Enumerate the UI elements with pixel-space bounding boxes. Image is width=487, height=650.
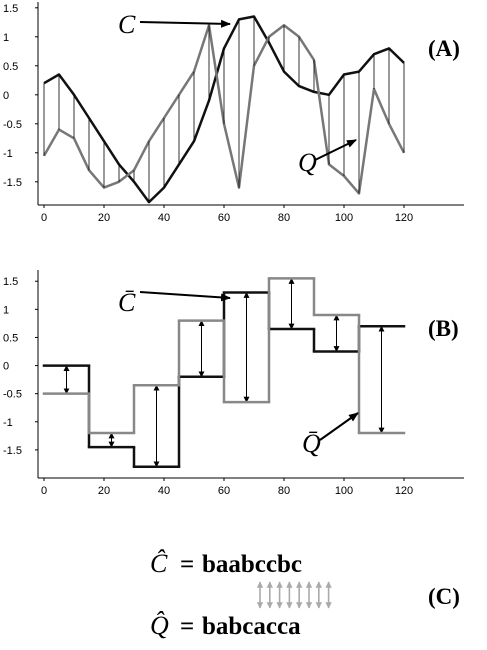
pointer-arrow bbox=[314, 139, 357, 161]
y-tick-label: 0 bbox=[3, 90, 9, 102]
sax-word: baabccbc bbox=[202, 551, 302, 578]
equals: = bbox=[180, 551, 194, 578]
y-tick-label: -1 bbox=[3, 148, 13, 160]
pointer-arrow bbox=[139, 291, 231, 302]
series-label: Q̄ bbox=[302, 429, 321, 458]
panel-label: (B) bbox=[428, 316, 459, 341]
x-tick-label: 40 bbox=[158, 485, 170, 497]
y-tick-label: 0.5 bbox=[3, 332, 18, 344]
x-tick-label: 60 bbox=[218, 212, 230, 224]
x-tick-label: 120 bbox=[395, 485, 413, 497]
panel-label: (C) bbox=[428, 584, 460, 609]
x-tick-label: 80 bbox=[278, 485, 290, 497]
symbol: Q̂ bbox=[150, 611, 169, 640]
panel-label: (A) bbox=[428, 36, 460, 61]
x-tick-label: 40 bbox=[158, 212, 170, 224]
pointer-arrow bbox=[319, 412, 359, 441]
series-label: C̄ bbox=[118, 288, 136, 317]
y-tick-label: -0.5 bbox=[3, 389, 22, 401]
series-label: Q bbox=[298, 148, 317, 177]
x-tick-label: 60 bbox=[218, 485, 230, 497]
y-tick-label: 0.5 bbox=[3, 61, 18, 73]
y-tick-label: -1.5 bbox=[3, 177, 22, 189]
x-tick-label: 0 bbox=[41, 485, 47, 497]
y-tick-label: 0 bbox=[3, 361, 9, 373]
x-tick-label: 20 bbox=[98, 212, 110, 224]
pointer-arrow bbox=[139, 19, 231, 28]
x-tick-label: 100 bbox=[335, 212, 353, 224]
y-tick-label: -0.5 bbox=[3, 119, 22, 131]
x-tick-label: 120 bbox=[395, 212, 413, 224]
x-tick-label: 0 bbox=[41, 212, 47, 224]
y-tick-label: 1 bbox=[3, 32, 9, 44]
x-tick-label: 80 bbox=[278, 212, 290, 224]
y-tick-label: -1.5 bbox=[3, 445, 22, 457]
equals: = bbox=[180, 613, 194, 640]
letter-arrows bbox=[256, 581, 332, 609]
x-tick-label: 100 bbox=[335, 485, 353, 497]
y-tick-label: -1 bbox=[3, 417, 13, 429]
symbol: Ĉ bbox=[150, 549, 168, 578]
x-tick-label: 20 bbox=[98, 485, 110, 497]
sax-word: babcacca bbox=[202, 613, 301, 640]
y-tick-label: 1.5 bbox=[3, 276, 18, 288]
series-label: C bbox=[118, 10, 136, 39]
y-tick-label: 1 bbox=[3, 304, 9, 316]
y-tick-label: 1.5 bbox=[3, 3, 18, 15]
